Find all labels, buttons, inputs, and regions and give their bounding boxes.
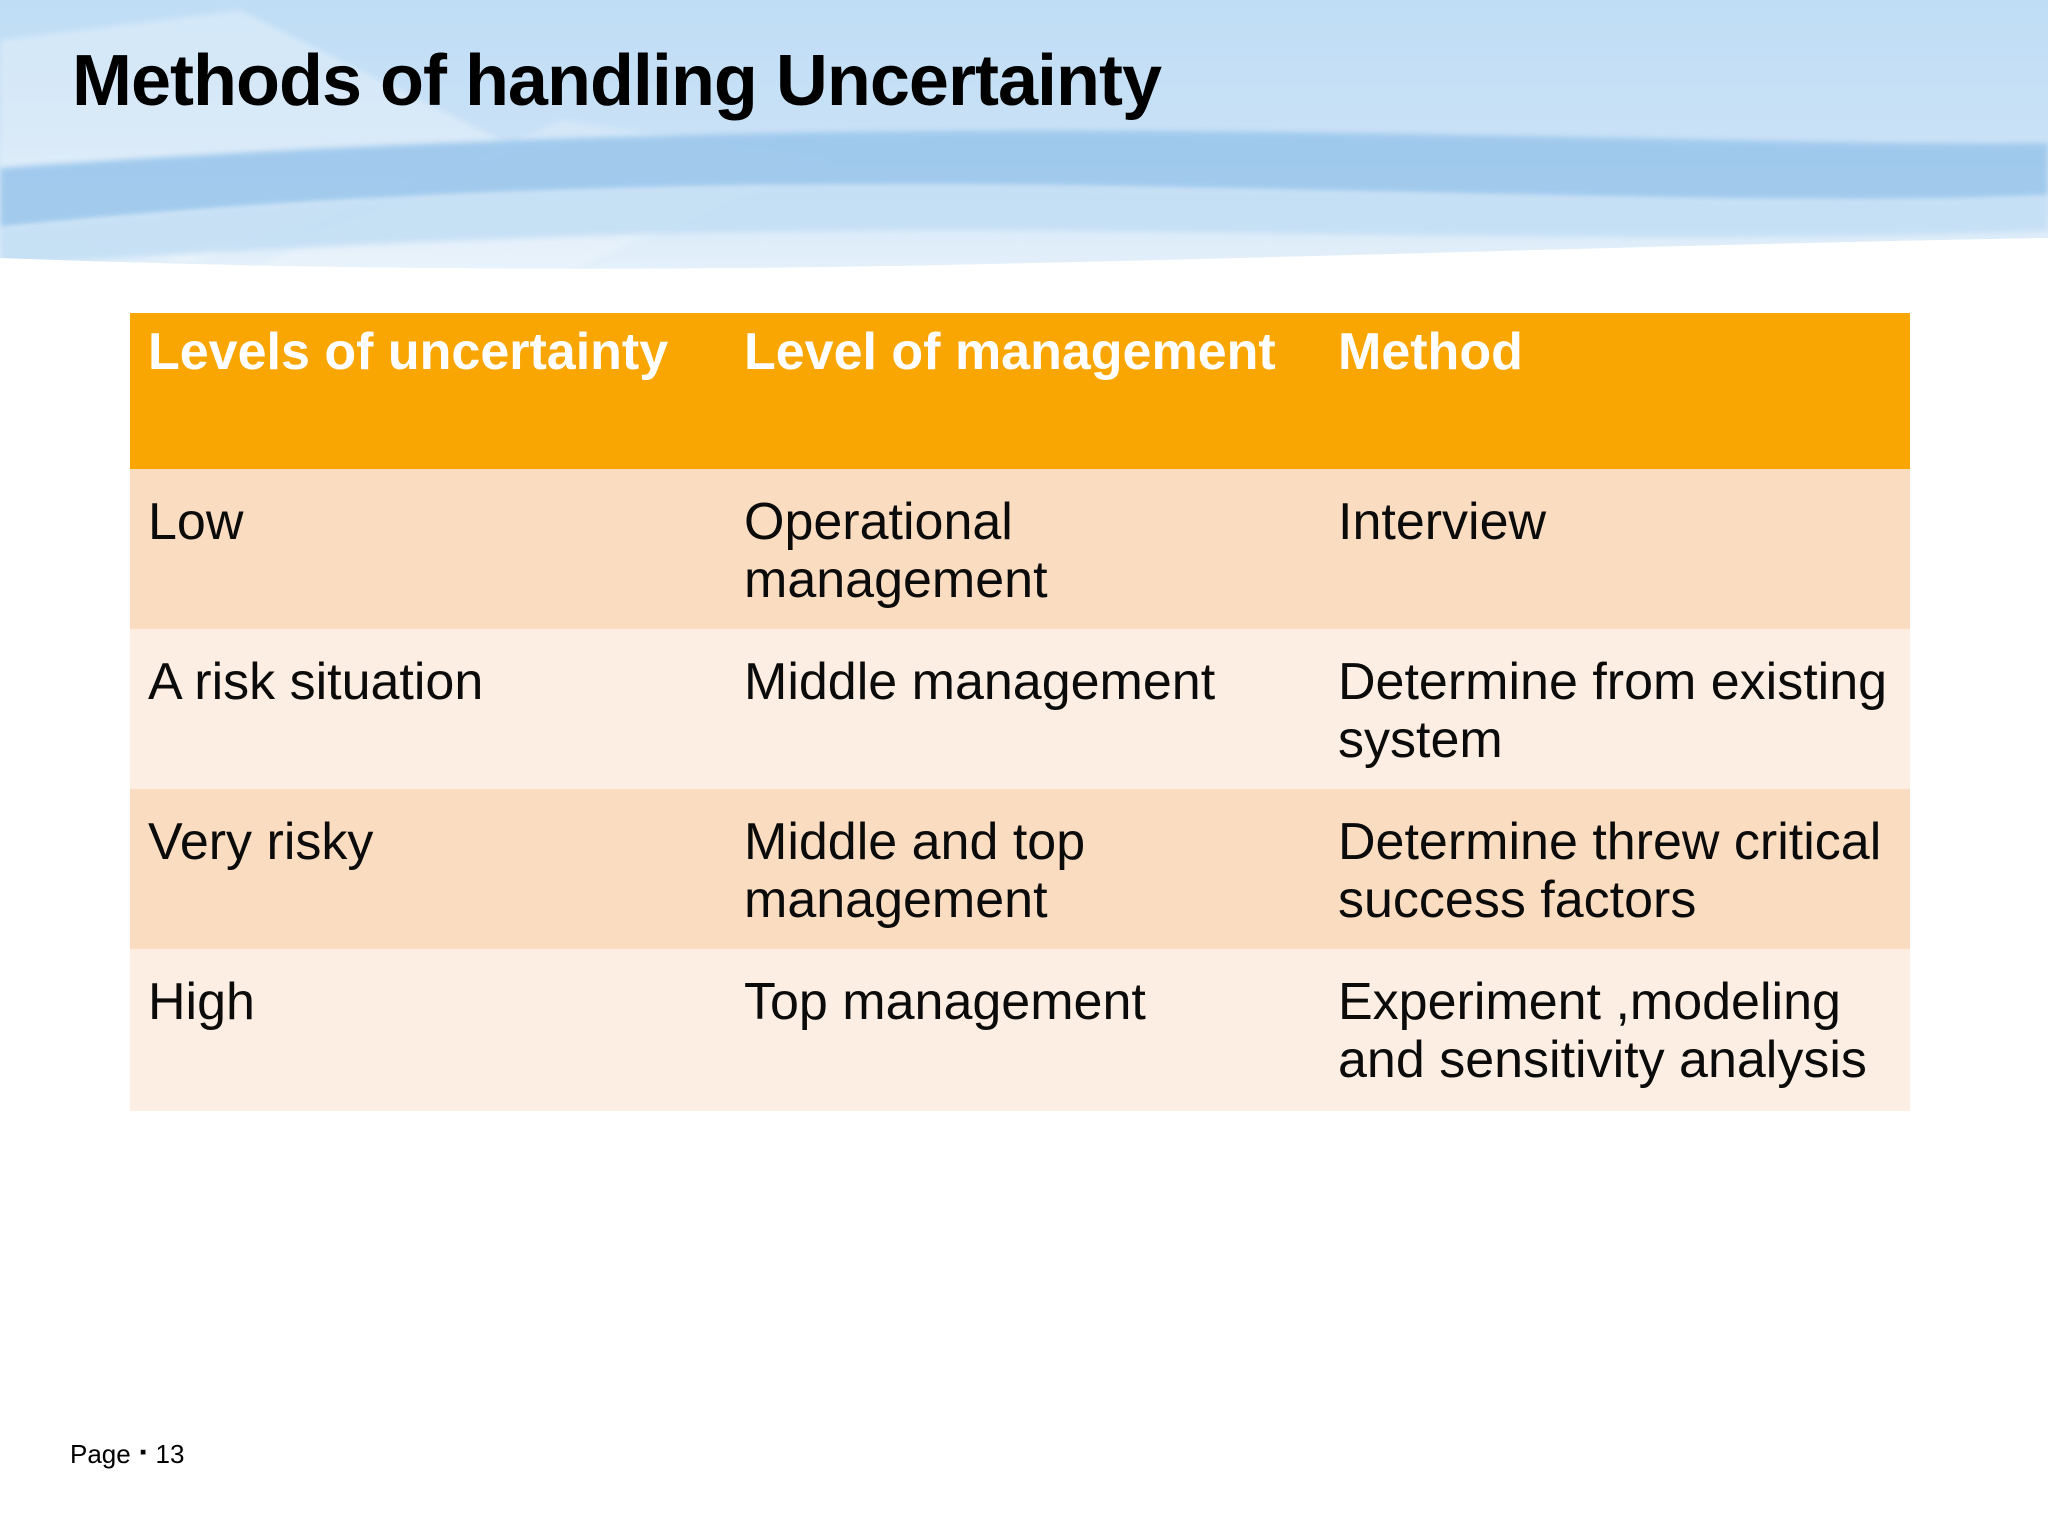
- footer-separator-square: ▪: [139, 1442, 147, 1463]
- cell-management-level: Middle management: [744, 653, 1216, 711]
- table-header-row: Levels of uncertainty Level of managemen…: [130, 313, 1910, 469]
- cell-uncertainty-level: A risk situation: [148, 653, 484, 711]
- cell-method: Interview: [1338, 493, 1547, 551]
- footer-page-value: 13: [155, 1439, 185, 1469]
- column-header-method: Method: [1338, 323, 1523, 381]
- cell-method: Determine threw critical success factors: [1338, 813, 1882, 929]
- cell-management-level: Operational management: [744, 493, 1048, 609]
- cell-method: Experiment ,modeling and sensitivity ana…: [1338, 973, 1867, 1089]
- footer-label: Page: [70, 1439, 131, 1469]
- column-header-level-of-management: Level of management: [744, 323, 1276, 381]
- cell-uncertainty-level: Very risky: [148, 813, 374, 871]
- table-row: High Top management Experiment ,modeling…: [130, 949, 1910, 1111]
- cell-management-level: Middle and top management: [744, 813, 1086, 929]
- table-row: A risk situation Middle management Deter…: [130, 629, 1910, 789]
- cell-uncertainty-level: Low: [148, 493, 244, 551]
- cell-management-level: Top management: [744, 973, 1146, 1031]
- table-row: Low Operational management Interview: [130, 469, 1910, 629]
- sky-subband-shape: [0, 185, 2048, 266]
- column-header-levels-of-uncertainty: Levels of uncertainty: [148, 323, 669, 381]
- slide-title: Methods of handling Uncertainty: [72, 41, 1162, 121]
- cell-uncertainty-level: High: [148, 973, 255, 1031]
- sky-band-shape: [0, 130, 2048, 228]
- cell-method: Determine from existing system: [1338, 653, 1888, 769]
- footer-page-number: Page ▪ 13: [70, 1438, 184, 1470]
- table-row: Very risky Middle and top management Det…: [130, 789, 1910, 949]
- uncertainty-methods-table: Levels of uncertainty Level of managemen…: [130, 313, 1910, 1111]
